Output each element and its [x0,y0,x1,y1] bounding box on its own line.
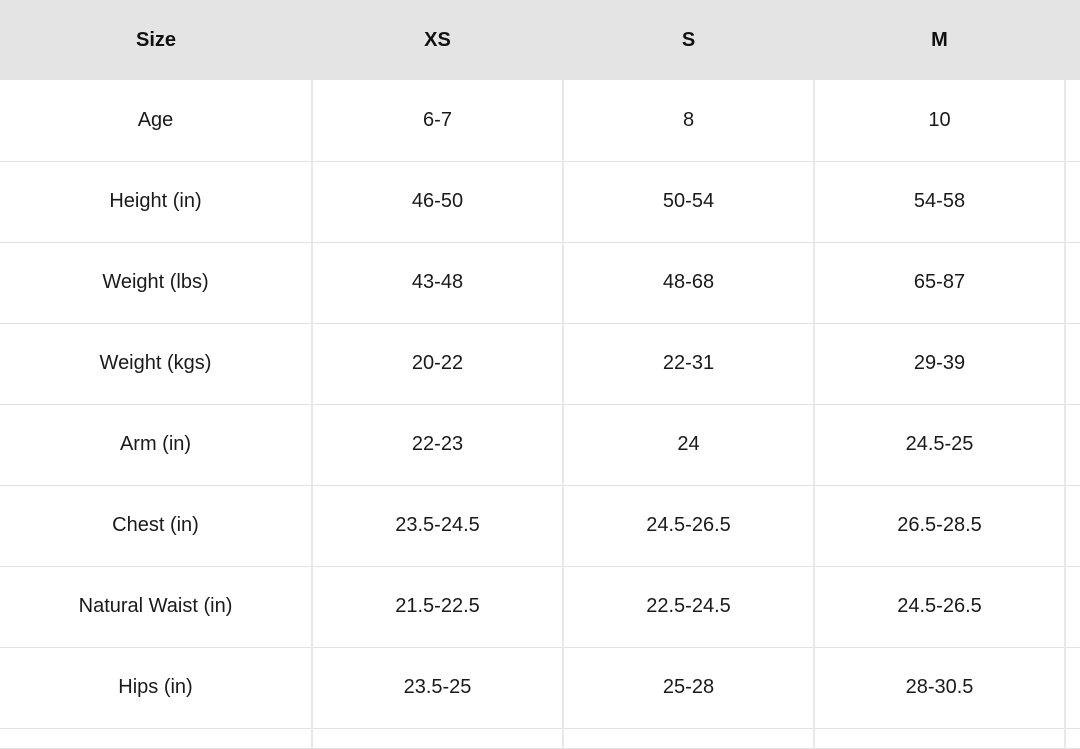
table-cell [1065,647,1080,729]
row-label: Chest (in) [0,485,313,567]
table-cell [1065,161,1080,243]
row-label: Weight (kgs) [0,323,313,405]
table-cell [1065,566,1080,648]
table-cell: 54-58 [814,161,1066,243]
table-row: Weight (kgs) 20-22 22-31 29-39 [0,323,1080,405]
table-cell: 26.5-28.5 [814,485,1066,567]
table-cell: 29-39 [814,323,1066,405]
table-cell: 22-31 [563,323,815,405]
row-label: Hips (in) [0,647,313,729]
table-cell: 23.5-25 [312,647,564,729]
table-cell: 24.5-26.5 [814,566,1066,648]
column-header: Size [135,28,177,51]
table-cell [814,728,1066,749]
row-label: Weight (lbs) [0,242,313,324]
row-label: Arm (in) [0,404,313,486]
table-cell: 65-87 [814,242,1066,324]
table-cell: 6-7 [312,80,564,162]
table-cell: 50-54 [563,161,815,243]
column-header: S [681,28,696,51]
table-cell [563,728,815,749]
table-cell [1065,404,1080,486]
header-row: Size XS S M [0,0,1080,80]
table-cell: 21.5-22.5 [312,566,564,648]
table-cell: 8 [563,80,815,162]
table-cell: 48-68 [563,242,815,324]
table-cell: 22.5-24.5 [563,566,815,648]
table-cell: 46-50 [312,161,564,243]
table-cell: 10 [814,80,1066,162]
table-cell [1065,80,1080,162]
table-cell: 24.5-26.5 [563,485,815,567]
table-row: Hips (in) 23.5-25 25-28 28-30.5 [0,647,1080,729]
table-cell: 28-30.5 [814,647,1066,729]
table-cell [0,728,313,749]
table-cell: 24.5-25 [814,404,1066,486]
table-cell: 25-28 [563,647,815,729]
table-cell [1065,323,1080,405]
table-row: Height (in) 46-50 50-54 54-58 [0,161,1080,243]
table-row: Natural Waist (in) 21.5-22.5 22.5-24.5 24.5… [0,566,1080,648]
row-label: Height (in) [0,161,313,243]
table-row: Weight (lbs) 43-48 48-68 65-87 [0,242,1080,324]
table-cell: 23.5-24.5 [312,485,564,567]
table-cell [312,728,564,749]
column-header [1065,0,1080,80]
table-cell [1065,485,1080,567]
table-cell [1065,242,1080,324]
table-cell [1065,728,1080,749]
table-row: Age 6-7 8 10 [0,80,1080,162]
table-row-partial [0,728,1080,749]
column-header: XS [424,28,451,51]
row-label: Natural Waist (in) [0,566,313,648]
table-cell: 20-22 [312,323,564,405]
table-cell: 43-48 [312,242,564,324]
row-label: Age [0,80,313,162]
table-cell: 22-23 [312,404,564,486]
table-cell: 24 [563,404,815,486]
table-row: Chest (in) 23.5-24.5 24.5-26.5 26.5-28.5 [0,485,1080,567]
column-header: M [931,28,948,51]
table-row: Arm (in) 22-23 24 24.5-25 [0,404,1080,486]
